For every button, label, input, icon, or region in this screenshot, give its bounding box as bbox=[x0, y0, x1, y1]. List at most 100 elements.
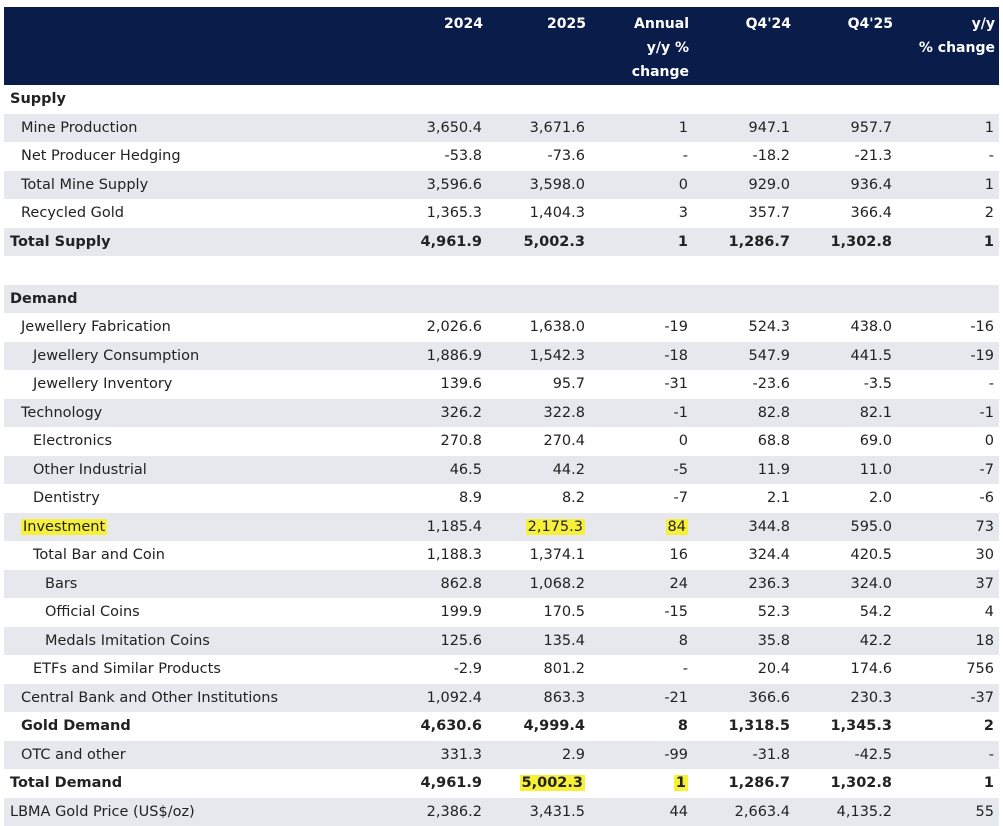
header-annual-line-1: Annual bbox=[590, 12, 689, 36]
value-2025-cell: 135.4 bbox=[487, 627, 590, 656]
value-q4-24-cell: 1,286.7 bbox=[693, 228, 795, 257]
row-label-text: Net Producer Hedging bbox=[21, 148, 181, 164]
section-header-row: Demand bbox=[4, 285, 999, 314]
value-2024-cell: 862.8 bbox=[379, 570, 487, 599]
value-q4-24: -31.8 bbox=[752, 747, 790, 763]
row-label-text: Supply bbox=[10, 91, 66, 107]
row-label: Total Bar and Coin bbox=[4, 541, 379, 570]
value-q4-24-cell: -18.2 bbox=[693, 142, 795, 171]
annual-change-cell: 3 bbox=[590, 199, 693, 228]
value-q4-25: 366.4 bbox=[850, 205, 892, 221]
row-label-text: Jewellery Consumption bbox=[33, 348, 199, 364]
table-row: Net Producer Hedging-53.8-73.6--18.2-21.… bbox=[4, 142, 999, 171]
row-label-text: LBMA Gold Price (US$/oz) bbox=[10, 804, 195, 820]
annual-change: 8 bbox=[678, 718, 688, 734]
value-2024: 4,961.9 bbox=[421, 234, 482, 250]
yy-change-cell: 1 bbox=[897, 171, 999, 200]
value-2025: 4,999.4 bbox=[524, 718, 585, 734]
value-2024-cell: -53.8 bbox=[379, 142, 487, 171]
value-q4-24: 524.3 bbox=[748, 319, 790, 335]
value-q4-24: 929.0 bbox=[748, 177, 790, 193]
yy-change-cell: 1 bbox=[897, 114, 999, 143]
value-2024: 1,365.3 bbox=[427, 205, 482, 221]
value-2024-cell: 1,185.4 bbox=[379, 513, 487, 542]
yy-change-cell: -6 bbox=[897, 484, 999, 513]
annual-change: - bbox=[683, 148, 688, 164]
row-label: Other Industrial bbox=[4, 456, 379, 485]
annual-change-cell: -31 bbox=[590, 370, 693, 399]
yy-change: - bbox=[989, 747, 994, 763]
value-2025-cell: 322.8 bbox=[487, 399, 590, 428]
yy-change: 2 bbox=[984, 718, 994, 734]
annual-change: -7 bbox=[674, 490, 688, 506]
value-q4-24-cell: 524.3 bbox=[693, 313, 795, 342]
value-q4-25-cell: 957.7 bbox=[795, 114, 897, 143]
yy-change-cell: 73 bbox=[897, 513, 999, 542]
value-2025: 170.5 bbox=[543, 604, 585, 620]
annual-change-cell: -1 bbox=[590, 399, 693, 428]
yy-change-cell: -16 bbox=[897, 313, 999, 342]
yy-change: -7 bbox=[980, 462, 994, 478]
annual-change: 24 bbox=[670, 576, 688, 592]
row-label: Investment bbox=[4, 513, 379, 542]
header-yy-line-1: y/y bbox=[897, 12, 995, 36]
value-q4-24-cell: 20.4 bbox=[693, 655, 795, 684]
section-header-row: Supply bbox=[4, 85, 999, 114]
value-2024-cell: 270.8 bbox=[379, 427, 487, 456]
value-q4-25-cell: 4,135.2 bbox=[795, 798, 897, 826]
value-2024-cell: 1,188.3 bbox=[379, 541, 487, 570]
value-q4-24: 82.8 bbox=[758, 405, 790, 421]
header-yy-line-2: % change bbox=[897, 36, 995, 60]
annual-change: 0 bbox=[679, 433, 688, 449]
annual-change-cell: 16 bbox=[590, 541, 693, 570]
header-annual-line-3: change bbox=[590, 60, 689, 84]
annual-change-cell: 24 bbox=[590, 570, 693, 599]
yy-change: 73 bbox=[976, 519, 994, 535]
value-q4-24-cell bbox=[693, 256, 795, 285]
value-2024-cell: 3,650.4 bbox=[379, 114, 487, 143]
value-2024-cell: 2,386.2 bbox=[379, 798, 487, 826]
value-2024: 2,386.2 bbox=[427, 804, 482, 820]
annual-change: -18 bbox=[664, 348, 688, 364]
value-q4-24-cell: 2,663.4 bbox=[693, 798, 795, 826]
value-2024-cell: 331.3 bbox=[379, 741, 487, 770]
header-annual-change: Annual y/y % change bbox=[590, 7, 693, 85]
value-q4-24: 344.8 bbox=[748, 519, 790, 535]
value-q4-25: 4,135.2 bbox=[837, 804, 892, 820]
yy-change-cell bbox=[897, 285, 999, 314]
annual-change: -19 bbox=[664, 319, 688, 335]
value-2024: 139.6 bbox=[440, 376, 482, 392]
value-2024: 1,886.9 bbox=[427, 348, 482, 364]
value-q4-24: 1,286.7 bbox=[729, 234, 790, 250]
yy-change-cell: -1 bbox=[897, 399, 999, 428]
row-label-text: Total Demand bbox=[10, 775, 122, 791]
value-q4-25: -21.3 bbox=[854, 148, 892, 164]
value-q4-24-cell: 947.1 bbox=[693, 114, 795, 143]
row-label-text: Jewellery Fabrication bbox=[21, 319, 171, 335]
value-q4-25: 2.0 bbox=[869, 490, 892, 506]
yy-change-cell: 756 bbox=[897, 655, 999, 684]
annual-change: 3 bbox=[679, 205, 688, 221]
yy-change-cell: 2 bbox=[897, 199, 999, 228]
row-label: Official Coins bbox=[4, 598, 379, 627]
value-2025: 5,002.3 bbox=[520, 775, 585, 791]
value-q4-24: -23.6 bbox=[752, 376, 790, 392]
value-q4-25: 54.2 bbox=[860, 604, 892, 620]
header-q4-24: Q4'24 bbox=[693, 7, 795, 85]
header-q4-25: Q4'25 bbox=[795, 7, 897, 85]
value-q4-25-cell: -42.5 bbox=[795, 741, 897, 770]
value-2024-cell: 8.9 bbox=[379, 484, 487, 513]
yy-change: -16 bbox=[970, 319, 994, 335]
table-header: 2024 2025 Annual y/y % change Q4'24 Q4'2… bbox=[4, 7, 999, 85]
value-q4-25: -42.5 bbox=[854, 747, 892, 763]
row-label: Total Mine Supply bbox=[4, 171, 379, 200]
value-2024-cell: 46.5 bbox=[379, 456, 487, 485]
annual-change-cell: 8 bbox=[590, 712, 693, 741]
row-label: Recycled Gold bbox=[4, 199, 379, 228]
value-2024: 4,630.6 bbox=[421, 718, 482, 734]
